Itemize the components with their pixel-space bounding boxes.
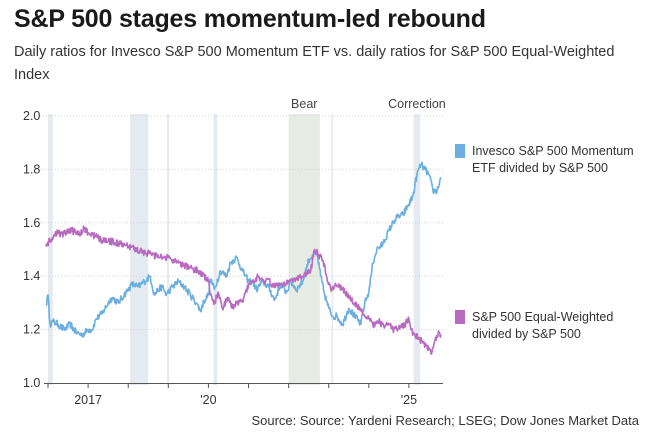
legend-swatch-momentum: [455, 144, 465, 158]
momentum-series-line: [45, 161, 442, 338]
x-tick-label: 2017: [74, 393, 102, 407]
shaded-period-2: [167, 114, 170, 385]
legend-swatch-equal-weighted: [455, 310, 465, 324]
legend: Invesco S&P 500 Momentum ETF divided by S…: [455, 144, 634, 341]
chart-subtitle: Daily ratios for Invesco S&P 500 Momentu…: [14, 44, 615, 83]
y-tick-label: 2.0: [23, 109, 40, 123]
legend-label: ETF divided by S&P 500: [472, 161, 608, 175]
y-tick-label: 1.6: [23, 216, 40, 230]
shaded-period-0: [48, 114, 53, 385]
shaded-period-3: [213, 114, 218, 385]
shaded-period-label-6: Correction: [388, 97, 446, 111]
source-note: Source: Source: Yardeni Research; LSEG; …: [251, 413, 639, 428]
equal-weighted-series-line: [45, 225, 442, 355]
shaded-period-6: [413, 114, 421, 385]
x-tick-label: '25: [401, 393, 417, 407]
chart-title: S&P 500 stages momentum-led rebound: [14, 5, 486, 33]
legend-label: S&P 500 Equal-Weighted: [472, 310, 613, 324]
shaded-period-label-4: Bear: [291, 97, 317, 111]
shaded-period-1: [130, 114, 149, 385]
legend-label: Invesco S&P 500 Momentum: [472, 144, 634, 158]
x-axis: 2017 '20 '25: [47, 383, 417, 407]
shaded-period-5: [331, 114, 334, 385]
y-axis: 1.0 1.2 1.4 1.6 1.8 2.0: [23, 109, 40, 390]
y-tick-label: 1.2: [23, 323, 40, 337]
y-tick-label: 1.8: [23, 162, 40, 176]
x-tick-label: '20: [200, 393, 216, 407]
y-tick-label: 1.0: [23, 376, 40, 390]
gridlines: [40, 115, 443, 384]
y-tick-label: 1.4: [23, 269, 40, 283]
legend-label: divided by S&P 500: [472, 327, 581, 341]
shaded-periods: Bear Correction: [48, 97, 446, 385]
series-lines: [45, 161, 442, 355]
